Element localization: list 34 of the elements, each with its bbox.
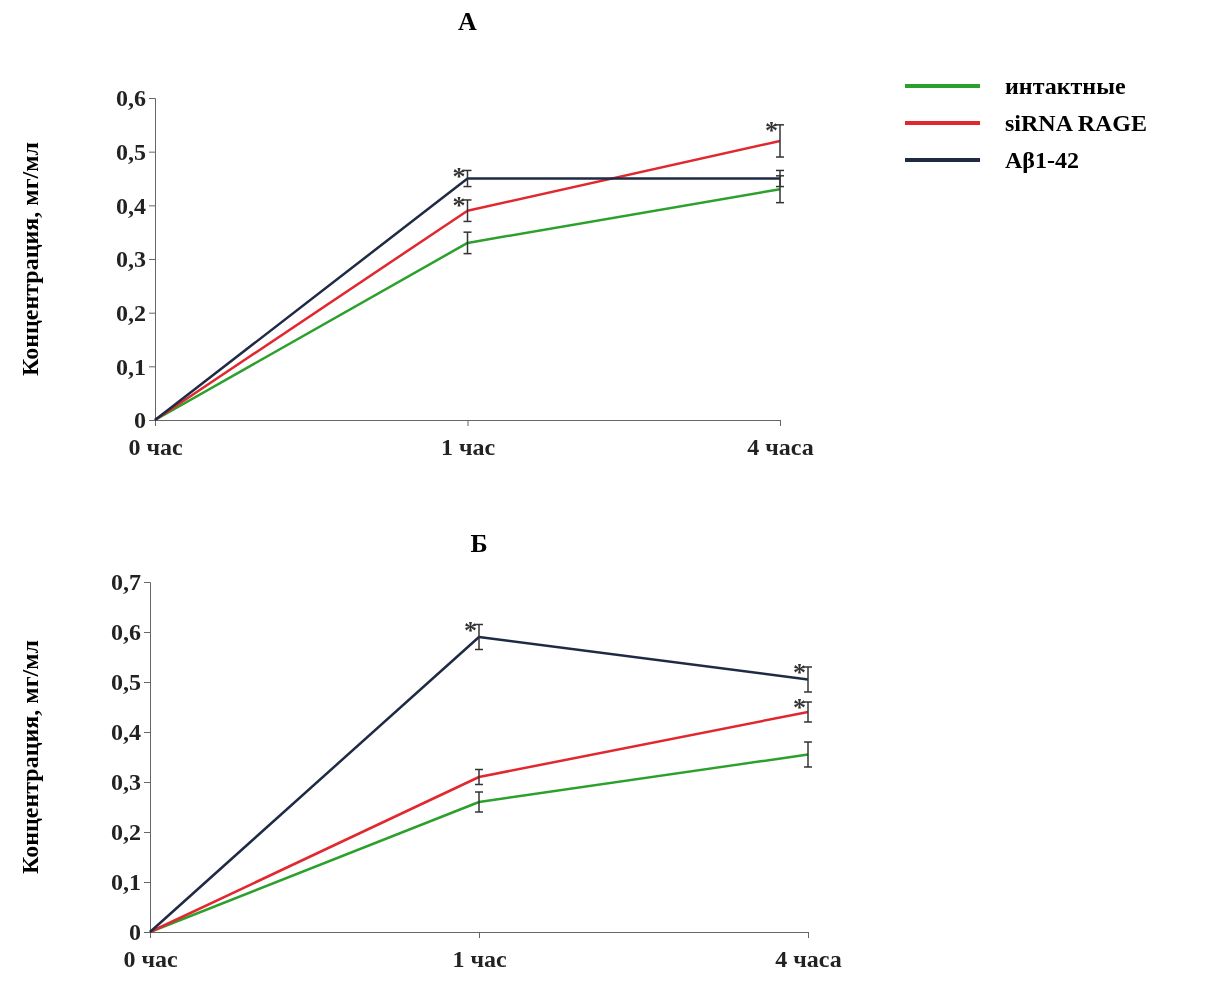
legend-label: Aβ1-42 — [1005, 147, 1079, 174]
y-tick-label: 0,5 — [111, 669, 141, 696]
legend-label: siRNA RAGE — [1005, 110, 1148, 137]
annotation: * — [464, 615, 477, 645]
y-tick-label: 0 — [129, 919, 141, 946]
x-tick-label: 0 час — [123, 946, 178, 973]
y-axis-title: Концентрация, мг/мл — [17, 639, 43, 875]
y-tick-label: 0,5 — [116, 138, 146, 165]
y-tick-label: 0,1 — [111, 869, 141, 896]
y-tick-label: 0,4 — [116, 192, 146, 219]
y-axis-title: Концентрация, мг/мл — [17, 141, 43, 377]
y-tick-label: 0,7 — [111, 569, 141, 596]
y-tick-label: 0 — [134, 407, 146, 434]
chart-title: А — [458, 7, 478, 36]
y-tick-label: 0,6 — [116, 85, 146, 112]
x-tick-label: 1 час — [440, 434, 496, 461]
annotation: * — [765, 116, 778, 146]
y-tick-label: 0,3 — [116, 246, 146, 273]
x-tick-label: 4 часа — [775, 946, 842, 973]
chart-title: Б — [470, 529, 488, 558]
annotation: * — [452, 161, 466, 191]
y-tick-label: 0,3 — [111, 769, 141, 796]
x-tick-label: 0 час — [128, 434, 183, 461]
y-tick-label: 0,2 — [111, 819, 141, 846]
legend-label: интактные — [1005, 73, 1126, 100]
x-tick-label: 1 час — [452, 946, 507, 973]
x-tick-label: 4 часа — [747, 434, 814, 461]
y-tick-label: 0,6 — [111, 619, 141, 646]
y-tick-label: 0,4 — [111, 719, 141, 746]
y-tick-label: 0,2 — [116, 299, 146, 326]
annotation: * — [793, 693, 806, 723]
y-tick-label: 0,1 — [116, 353, 146, 380]
annotation: * — [452, 191, 466, 221]
annotation: * — [793, 658, 806, 688]
